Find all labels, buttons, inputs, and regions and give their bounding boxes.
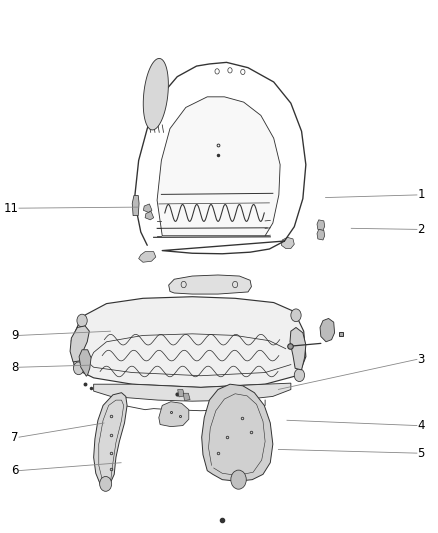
Text: 1: 1 bbox=[417, 189, 425, 201]
Polygon shape bbox=[183, 393, 190, 401]
Text: 2: 2 bbox=[417, 223, 425, 236]
Polygon shape bbox=[290, 327, 306, 370]
Text: 8: 8 bbox=[11, 361, 19, 374]
Polygon shape bbox=[132, 196, 139, 216]
Polygon shape bbox=[94, 393, 127, 488]
Polygon shape bbox=[79, 350, 91, 376]
Polygon shape bbox=[317, 220, 325, 230]
Polygon shape bbox=[143, 204, 152, 213]
Text: 5: 5 bbox=[417, 447, 425, 459]
Polygon shape bbox=[157, 97, 280, 236]
Polygon shape bbox=[145, 212, 154, 220]
Text: 7: 7 bbox=[11, 431, 19, 444]
Polygon shape bbox=[94, 383, 291, 401]
Polygon shape bbox=[178, 390, 184, 397]
Circle shape bbox=[291, 309, 301, 321]
Polygon shape bbox=[159, 402, 189, 426]
Circle shape bbox=[294, 369, 304, 382]
Polygon shape bbox=[71, 297, 306, 387]
Circle shape bbox=[231, 470, 246, 489]
Text: 11: 11 bbox=[4, 201, 19, 215]
Polygon shape bbox=[143, 59, 168, 130]
Text: 6: 6 bbox=[11, 464, 19, 477]
Polygon shape bbox=[320, 318, 335, 342]
Polygon shape bbox=[317, 229, 325, 240]
Polygon shape bbox=[70, 326, 89, 362]
Circle shape bbox=[100, 477, 112, 491]
Polygon shape bbox=[282, 237, 294, 248]
Circle shape bbox=[74, 362, 84, 375]
Polygon shape bbox=[169, 275, 251, 294]
Text: 4: 4 bbox=[417, 419, 425, 432]
Polygon shape bbox=[139, 252, 156, 262]
Polygon shape bbox=[201, 384, 273, 481]
Text: 3: 3 bbox=[417, 353, 425, 366]
Circle shape bbox=[77, 314, 87, 327]
Text: 9: 9 bbox=[11, 329, 19, 342]
